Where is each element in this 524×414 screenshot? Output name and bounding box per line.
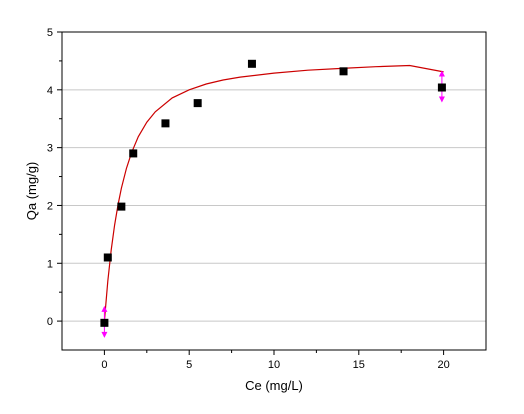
- error-arrow-down: [438, 96, 445, 103]
- data-point: [193, 99, 202, 108]
- y-tick-label: 0: [47, 316, 53, 328]
- data-point: [117, 202, 126, 211]
- fit-curve-layer: [103, 64, 444, 322]
- grid: [62, 89, 486, 322]
- data-point: [103, 253, 112, 262]
- y-tick-label: 2: [47, 200, 53, 212]
- x-tick-label: 20: [437, 359, 449, 371]
- x-tick-label: 15: [353, 359, 365, 371]
- data-point: [437, 83, 446, 92]
- data-point: [247, 59, 256, 68]
- data-points: [100, 59, 446, 338]
- y-tick-label: 3: [47, 143, 53, 155]
- data-point: [339, 67, 348, 76]
- data-point: [100, 318, 109, 327]
- y-tick-label: 5: [47, 27, 53, 39]
- axis-ticks: 0 5 10 15 20 0 1 2 3 4 5: [47, 27, 450, 371]
- y-tick-label: 4: [47, 85, 53, 97]
- plot-frame: [61, 31, 487, 351]
- x-axis-label: Ce (mg/L): [245, 378, 303, 393]
- x-tick-label: 10: [268, 359, 280, 371]
- x-tick-label: 0: [101, 359, 107, 371]
- error-arrow-down: [101, 331, 108, 338]
- data-point: [161, 119, 170, 128]
- error-arrow-up: [101, 305, 108, 312]
- error-arrow-up: [438, 70, 445, 77]
- data-point: [129, 149, 138, 158]
- y-axis-label: Qa (mg/g): [24, 162, 39, 221]
- fit-curve: [103, 64, 444, 322]
- y-tick-label: 1: [47, 258, 53, 270]
- x-tick-label: 5: [186, 359, 192, 371]
